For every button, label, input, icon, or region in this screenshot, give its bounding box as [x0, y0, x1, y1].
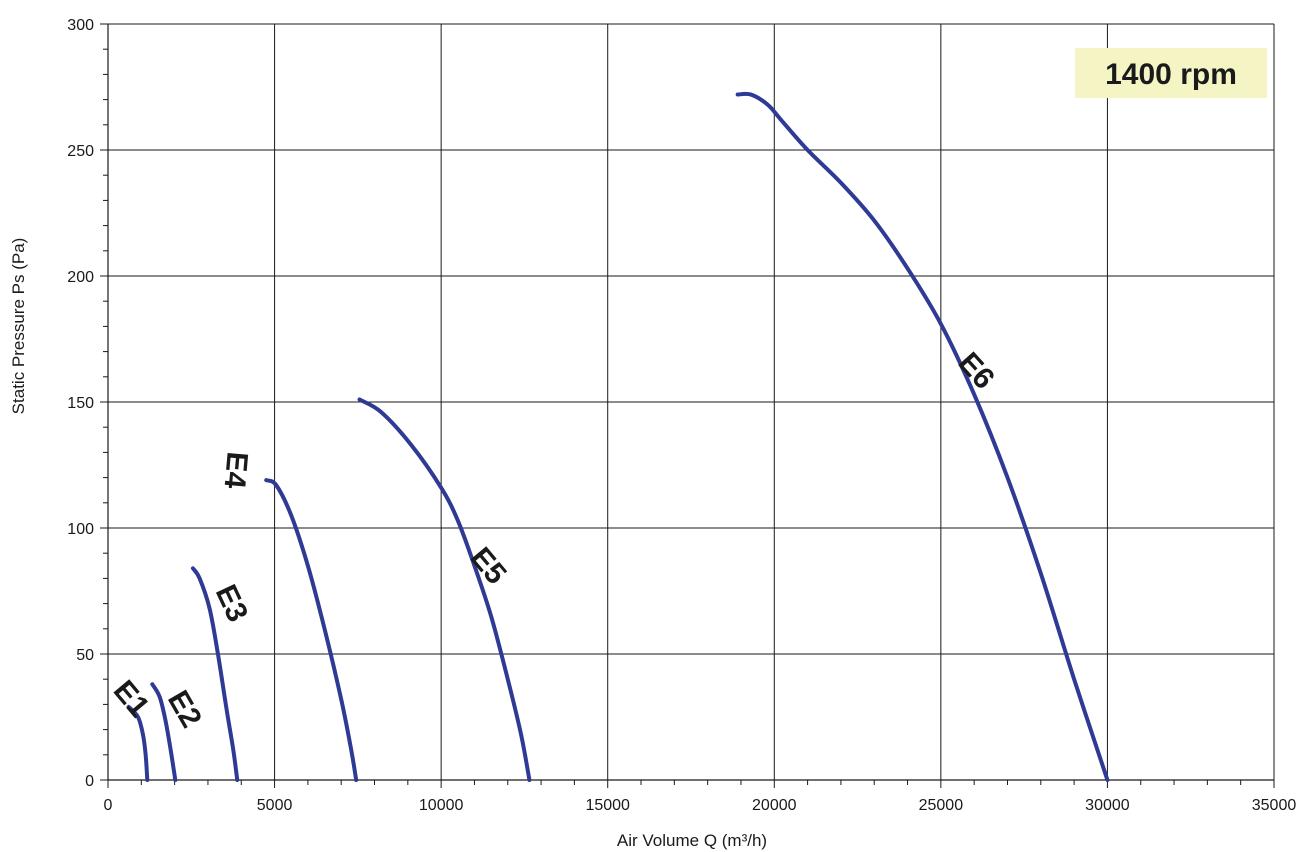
x-tick-label: 20000 [752, 797, 797, 814]
grid [108, 23, 1275, 780]
y-tick-label: 0 [85, 773, 94, 790]
rpm-badge-background [1075, 48, 1267, 98]
x-tick-label: 10000 [419, 797, 464, 814]
curve-e2 [150, 682, 178, 782]
x-tick-label: 35000 [1252, 797, 1297, 814]
performance-curves [126, 91, 1110, 782]
curve-e6 [735, 91, 1110, 782]
x-tick-label: 15000 [585, 797, 630, 814]
y-axis-title: Static Pressure Ps (Pa) [9, 238, 28, 415]
y-tick-label: 50 [76, 647, 94, 664]
x-tick-label: 0 [104, 797, 113, 814]
x-tick-label: 25000 [919, 797, 964, 814]
y-tick-label: 300 [67, 17, 94, 34]
x-tick-label: 5000 [257, 797, 293, 814]
curve-e3 [190, 566, 240, 782]
rpm-badge-text: 1400 rpm [1105, 58, 1237, 91]
y-tick-label: 100 [67, 521, 94, 538]
axes: 0 5000 10000 15000 20000 25000 30000 35000 0 50 10… [67, 17, 1296, 814]
curve-label-e4: E4 [218, 450, 254, 490]
y-tick-label: 200 [67, 269, 94, 286]
y-tick-label: 150 [67, 395, 94, 412]
y-tick-label: 250 [67, 143, 94, 160]
curve-e4 [264, 478, 359, 782]
x-tick-label: 30000 [1085, 797, 1130, 814]
curve-e5 [357, 397, 532, 782]
x-axis-title: Air Volume Q (m³/h) [617, 831, 767, 850]
curve-e1 [126, 704, 150, 782]
rpm-badge: 1400 rpm [1075, 48, 1267, 98]
